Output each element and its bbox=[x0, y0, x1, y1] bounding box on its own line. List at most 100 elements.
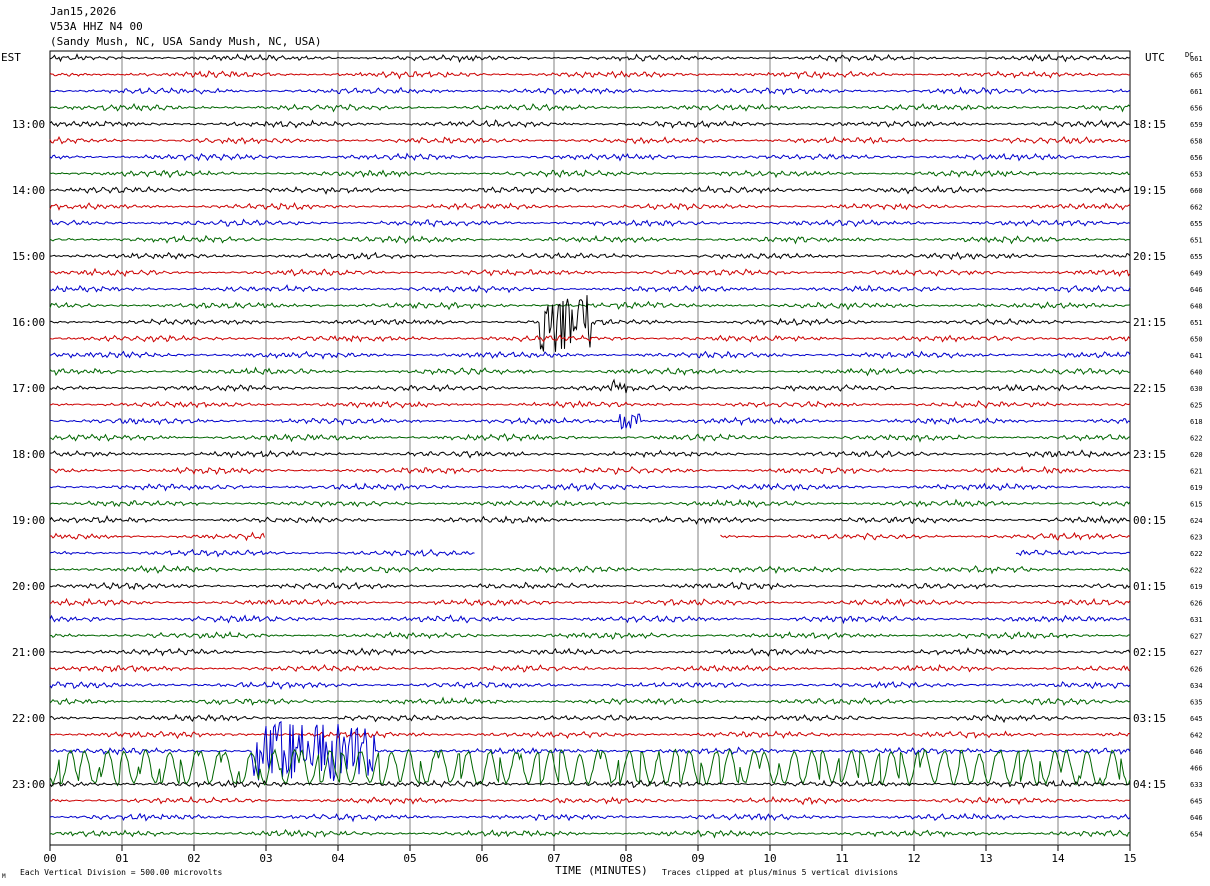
x-tick-label: 13 bbox=[979, 852, 992, 865]
seismic-trace bbox=[49, 564, 1131, 575]
dc-offset-label: 622 bbox=[1190, 567, 1203, 575]
seismic-trace bbox=[49, 531, 1131, 542]
dc-offset-label: 660 bbox=[1190, 187, 1203, 195]
seismic-trace bbox=[49, 218, 1131, 228]
seismic-trace bbox=[49, 53, 1131, 64]
seismic-trace bbox=[49, 102, 1131, 113]
seismic-trace bbox=[49, 720, 1131, 782]
utc-hour-label: 02:15 bbox=[1133, 646, 1166, 659]
x-tick-label: 04 bbox=[331, 852, 345, 865]
seismic-trace bbox=[50, 449, 1131, 459]
label-layer: EST UTC DC TIME (MINUTES) Each Vertical … bbox=[1, 51, 1203, 880]
seismic-trace bbox=[49, 378, 1131, 394]
seismic-trace bbox=[49, 400, 1131, 410]
utc-hour-label: 18:15 bbox=[1133, 118, 1166, 131]
seismic-trace bbox=[49, 432, 1131, 443]
corner-mark: M bbox=[2, 873, 6, 880]
dc-offset-label: 621 bbox=[1190, 468, 1203, 476]
x-tick-label: 14 bbox=[1051, 852, 1065, 865]
seismic-trace bbox=[49, 548, 1131, 558]
dc-offset-label: 620 bbox=[1190, 451, 1203, 459]
est-hour-label: 14:00 bbox=[12, 184, 45, 197]
dc-offset-label: 659 bbox=[1190, 121, 1203, 129]
seismic-trace bbox=[49, 630, 1131, 640]
utc-hour-label: 22:15 bbox=[1133, 382, 1166, 395]
x-tick-label: 11 bbox=[835, 852, 848, 865]
seismic-trace bbox=[49, 70, 1131, 80]
dc-offset-label: 651 bbox=[1190, 237, 1203, 245]
dc-offset-label: 615 bbox=[1190, 501, 1203, 509]
header-date: Jan15,2026 bbox=[50, 5, 117, 18]
est-hour-label: 23:00 bbox=[12, 778, 45, 791]
dc-offset-label: 466 bbox=[1190, 765, 1203, 773]
dc-offset-label: 655 bbox=[1190, 253, 1203, 261]
dc-offset-label: 656 bbox=[1190, 154, 1203, 162]
dc-offset-label: 623 bbox=[1190, 534, 1203, 542]
utc-hour-label: 01:15 bbox=[1133, 580, 1166, 593]
dc-offset-label: 661 bbox=[1190, 88, 1203, 96]
dc-offset-label: 649 bbox=[1190, 270, 1203, 278]
dc-offset-label: 641 bbox=[1190, 352, 1203, 360]
dc-offset-label: 618 bbox=[1190, 418, 1203, 426]
seismic-trace bbox=[49, 581, 1131, 591]
header-location: (Sandy Mush, NC, USA Sandy Mush, NC, USA… bbox=[50, 35, 322, 48]
right-timezone-label: UTC bbox=[1145, 51, 1165, 64]
seismic-trace bbox=[49, 184, 1131, 195]
est-hour-label: 18:00 bbox=[12, 448, 45, 461]
dc-offset-label: 619 bbox=[1190, 583, 1203, 591]
dc-offset-label: 661 bbox=[1190, 55, 1203, 63]
seismic-trace bbox=[49, 366, 1131, 377]
seismic-trace bbox=[49, 812, 1131, 823]
utc-hour-label: 00:15 bbox=[1133, 514, 1166, 527]
dc-offset-label: 646 bbox=[1190, 748, 1203, 756]
x-axis-label: TIME (MINUTES) bbox=[555, 864, 648, 877]
seismic-trace bbox=[49, 681, 1131, 690]
x-tick-label: 01 bbox=[115, 852, 128, 865]
est-hour-label: 19:00 bbox=[12, 514, 45, 527]
dc-offset-label: 624 bbox=[1190, 517, 1203, 525]
seismic-trace bbox=[50, 413, 1131, 430]
dc-offset-label: 653 bbox=[1190, 171, 1203, 179]
dc-offset-label: 646 bbox=[1190, 814, 1203, 822]
x-tick-label: 00 bbox=[43, 852, 56, 865]
x-tick-label: 03 bbox=[259, 852, 272, 865]
seismic-trace bbox=[49, 201, 1131, 211]
dc-offset-label: 625 bbox=[1190, 402, 1203, 410]
seismic-trace bbox=[49, 730, 1130, 740]
seismic-trace bbox=[49, 295, 1131, 352]
seismic-trace bbox=[49, 795, 1131, 806]
dc-offset-label: 635 bbox=[1190, 699, 1203, 707]
dc-offset-label: 645 bbox=[1190, 798, 1203, 806]
dc-offset-label: 626 bbox=[1190, 600, 1203, 608]
dc-offset-label: 658 bbox=[1190, 138, 1203, 146]
dc-header-label: DC bbox=[1185, 51, 1193, 59]
utc-hour-label: 19:15 bbox=[1133, 184, 1166, 197]
seismic-trace bbox=[49, 169, 1131, 179]
trace-layer bbox=[49, 53, 1131, 839]
plot-frame bbox=[49, 50, 1131, 846]
seismic-trace bbox=[49, 234, 1131, 245]
dc-offset-label: 630 bbox=[1190, 385, 1203, 393]
seismic-trace bbox=[49, 514, 1131, 525]
dc-offset-label: 633 bbox=[1190, 781, 1203, 789]
seismic-trace bbox=[49, 284, 1131, 294]
dc-offset-label: 634 bbox=[1190, 682, 1203, 690]
est-hour-label: 16:00 bbox=[12, 316, 45, 329]
seismic-trace bbox=[49, 748, 1131, 787]
x-tick-label: 12 bbox=[907, 852, 920, 865]
est-hour-label: 13:00 bbox=[12, 118, 45, 131]
dc-offset-label: 626 bbox=[1190, 666, 1203, 674]
seismic-trace bbox=[49, 86, 1131, 96]
x-tick-label: 06 bbox=[475, 852, 488, 865]
utc-hour-label: 21:15 bbox=[1133, 316, 1166, 329]
seismic-trace bbox=[49, 614, 1131, 625]
dc-offset-label: 665 bbox=[1190, 72, 1203, 80]
utc-hour-label: 03:15 bbox=[1133, 712, 1166, 725]
seismic-trace bbox=[49, 647, 1131, 657]
seismic-trace bbox=[49, 267, 1131, 278]
dc-offset-label: 622 bbox=[1190, 435, 1203, 443]
dc-offset-label: 645 bbox=[1190, 715, 1203, 723]
dc-offset-label: 650 bbox=[1190, 336, 1203, 344]
footer-clip-note: Traces clipped at plus/minus 5 vertical … bbox=[662, 868, 898, 877]
seismic-trace bbox=[49, 498, 1131, 509]
